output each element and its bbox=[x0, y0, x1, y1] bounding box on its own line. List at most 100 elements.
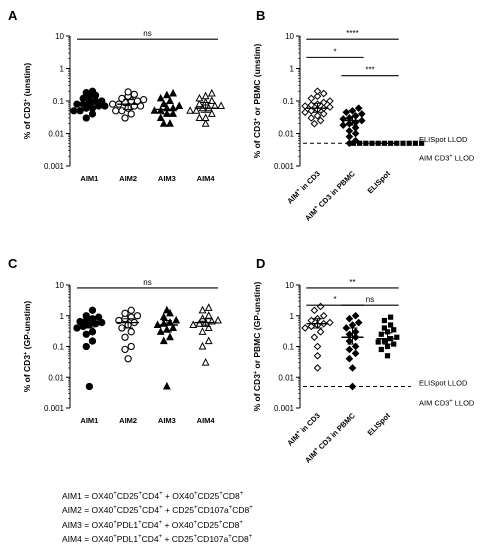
legend-term: AIM4 = bbox=[62, 533, 92, 544]
data-point bbox=[363, 140, 369, 146]
data-point bbox=[214, 315, 222, 324]
data-point bbox=[339, 121, 348, 130]
data-point bbox=[82, 342, 90, 351]
y-tick-label: 1 bbox=[290, 312, 295, 321]
data-point bbox=[166, 96, 174, 104]
data-point bbox=[310, 306, 319, 315]
series-2 bbox=[341, 311, 364, 391]
data-point bbox=[316, 302, 325, 311]
data-point bbox=[192, 106, 201, 114]
data-point bbox=[351, 311, 360, 320]
data-point bbox=[133, 312, 142, 320]
legend-line-aim1: AIM1 = OX40+CD25+CD4+ + OX40+CD25+CD8+ bbox=[62, 490, 244, 501]
y-tick-label: 0.001 bbox=[274, 404, 295, 413]
data-point bbox=[95, 313, 103, 321]
data-point bbox=[204, 311, 213, 319]
data-point bbox=[85, 382, 94, 391]
data-point bbox=[82, 330, 90, 338]
data-point bbox=[118, 107, 126, 115]
data-point bbox=[156, 106, 165, 114]
data-point bbox=[121, 114, 129, 122]
data-point bbox=[369, 140, 375, 146]
series-4 bbox=[189, 303, 222, 366]
legend-line-aim4: AIM4 = OX40+PDL1+CD4+ + CD25+CD107a+CD8+ bbox=[62, 533, 253, 544]
data-point bbox=[172, 315, 181, 324]
data-point bbox=[121, 309, 129, 317]
data-point bbox=[316, 116, 325, 125]
data-point bbox=[207, 88, 216, 97]
legend-line-aim3: AIM3 = OX40+PDL1+CD4+ + OX40+CD25+CD8+ bbox=[62, 519, 243, 530]
significance-label: **** bbox=[346, 29, 358, 38]
data-point bbox=[351, 342, 360, 351]
y-tick-label: 10 bbox=[55, 281, 64, 290]
data-point bbox=[169, 323, 177, 331]
data-point bbox=[169, 88, 177, 97]
panel-letter: D bbox=[256, 256, 265, 271]
data-point bbox=[201, 119, 210, 127]
series-2 bbox=[115, 306, 142, 363]
data-point bbox=[195, 113, 204, 121]
data-point bbox=[345, 345, 354, 354]
data-point bbox=[108, 100, 117, 108]
data-point bbox=[384, 329, 391, 335]
data-point bbox=[201, 113, 210, 121]
data-point bbox=[394, 334, 400, 340]
data-point bbox=[301, 324, 309, 332]
data-point bbox=[127, 328, 135, 336]
legend-term: AIM3 = bbox=[62, 519, 92, 530]
data-point bbox=[351, 328, 360, 336]
data-point bbox=[88, 87, 97, 95]
data-point bbox=[378, 331, 384, 337]
data-point bbox=[326, 97, 334, 105]
data-point bbox=[351, 123, 360, 132]
series-3 bbox=[153, 305, 181, 390]
data-point bbox=[388, 322, 394, 328]
significance-label: ns bbox=[366, 295, 374, 304]
data-point bbox=[319, 110, 328, 118]
x-category-label: AIM2 bbox=[119, 416, 137, 425]
legend-term: AIM2 = bbox=[62, 505, 92, 516]
y-tick-label: 10 bbox=[285, 32, 294, 41]
data-point bbox=[159, 119, 168, 127]
y-tick-label: 1 bbox=[290, 65, 295, 74]
data-point bbox=[127, 342, 135, 351]
data-point bbox=[354, 104, 363, 113]
data-point bbox=[351, 112, 360, 120]
series-1 bbox=[70, 87, 109, 122]
y-tick-label: 0.1 bbox=[53, 97, 65, 106]
data-point bbox=[307, 106, 316, 115]
data-point bbox=[345, 132, 354, 141]
data-point bbox=[207, 109, 216, 117]
data-point bbox=[101, 102, 109, 110]
data-point bbox=[384, 353, 391, 359]
data-point bbox=[342, 324, 351, 332]
data-point bbox=[204, 336, 213, 345]
data-point bbox=[156, 113, 165, 121]
data-point bbox=[175, 101, 184, 110]
data-point bbox=[70, 107, 78, 115]
data-point bbox=[412, 140, 418, 146]
series-3 bbox=[375, 314, 400, 359]
data-point bbox=[313, 342, 322, 351]
data-point bbox=[150, 106, 159, 114]
y-tick-label: 0.01 bbox=[48, 373, 64, 382]
data-point bbox=[313, 364, 322, 372]
data-point bbox=[313, 87, 322, 96]
series-1 bbox=[301, 302, 334, 372]
data-point bbox=[127, 110, 135, 118]
data-point bbox=[88, 306, 97, 314]
series-3 bbox=[350, 140, 425, 146]
data-point bbox=[388, 314, 394, 320]
data-point bbox=[82, 312, 90, 320]
data-point bbox=[348, 106, 357, 115]
data-point bbox=[82, 114, 90, 122]
x-category-label: AIM1 bbox=[80, 174, 98, 183]
data-point bbox=[127, 313, 135, 321]
y-tick-label: 0.001 bbox=[44, 162, 65, 171]
significance-label: * bbox=[333, 47, 336, 56]
data-point bbox=[316, 328, 325, 336]
data-point bbox=[400, 140, 406, 146]
data-point bbox=[201, 357, 210, 366]
data-point bbox=[384, 343, 391, 350]
